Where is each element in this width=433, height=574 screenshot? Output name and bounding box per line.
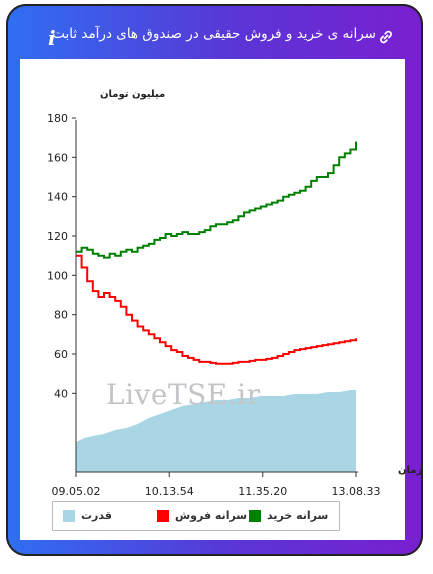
- series-sell-line: [76, 254, 357, 365]
- legend-swatch-power: [63, 510, 75, 522]
- y-tick-label: 100: [47, 269, 68, 282]
- y-tick-label: 80: [54, 309, 68, 322]
- legend-label-buy: سرانه خرید: [267, 509, 329, 522]
- y-tick-label: 40: [54, 387, 68, 400]
- legend-label-sell: سرانه فروش: [175, 509, 248, 522]
- info-icon[interactable]: i: [48, 26, 56, 50]
- legend-label-power: قدرت: [81, 509, 112, 522]
- y-axis-label: میلیون تومان: [100, 89, 165, 100]
- y-tick-label: 120: [47, 230, 68, 243]
- legend-swatch-sell: [157, 510, 169, 522]
- link-icon[interactable]: [378, 29, 394, 45]
- series-power-area: [76, 390, 356, 472]
- legend-swatch-buy: [249, 510, 261, 522]
- card-title: سرانه ی خرید و فروش حقیقی در صندوق های د…: [52, 26, 376, 42]
- x-tick-label: 10.13.54: [145, 485, 194, 498]
- y-tick-label: 180: [47, 112, 68, 125]
- y-tick-label: 160: [47, 151, 68, 164]
- x-tick-label: 13.08.33: [332, 485, 381, 498]
- x-tick-label: 11.35.20: [238, 485, 287, 498]
- x-tick-label: 09.05.02: [52, 485, 101, 498]
- x-axis-label: زمان: [398, 465, 422, 476]
- chart-legend: قدرت سرانه فروش سرانه خرید: [52, 501, 340, 531]
- y-tick-label: 60: [54, 348, 68, 361]
- watermark: LiveTSE.ir: [106, 378, 261, 411]
- series-buy-line: [76, 141, 357, 259]
- y-tick-label: 140: [47, 191, 68, 204]
